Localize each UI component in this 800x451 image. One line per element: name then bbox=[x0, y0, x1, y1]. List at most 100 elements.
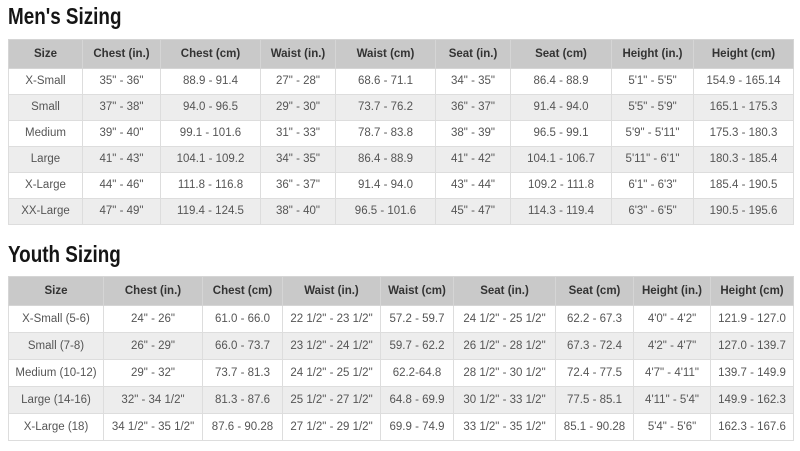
column-header: Seat (in.) bbox=[453, 276, 556, 307]
measurement-cell: 28 1/2" - 30 1/2" bbox=[453, 359, 556, 388]
measurement-cell: 47" - 49" bbox=[82, 197, 161, 225]
column-header: Height (in.) bbox=[611, 38, 694, 69]
column-header: Height (in.) bbox=[633, 276, 711, 307]
table-row: Large 41" - 43" 104.1 - 109.2 34" - 35" 86.4… bbox=[8, 145, 794, 173]
table-row: Small (7-8) 26" - 29" 66.0 - 73.7 23 1/2" -… bbox=[8, 332, 794, 361]
measurement-cell: 26 1/2" - 28 1/2" bbox=[453, 332, 556, 361]
measurement-cell: 91.4 - 94.0 bbox=[335, 171, 436, 199]
column-header: Height (cm) bbox=[693, 38, 794, 69]
measurement-cell: 64.8 - 69.9 bbox=[380, 386, 454, 415]
table-row: Medium 39" - 40" 99.1 - 101.6 31" - 33" 78.7… bbox=[8, 119, 794, 147]
measurement-cell: 109.2 - 111.8 bbox=[510, 171, 612, 199]
measurement-cell: 139.7 - 149.9 bbox=[710, 359, 794, 388]
column-header: Waist (cm) bbox=[335, 38, 436, 69]
measurement-cell: 68.6 - 71.1 bbox=[335, 67, 436, 95]
measurement-cell: 38" - 40" bbox=[260, 197, 336, 225]
measurement-cell: 111.8 - 116.8 bbox=[160, 171, 261, 199]
column-header: Chest (cm) bbox=[160, 38, 261, 69]
column-header: Chest (cm) bbox=[202, 276, 283, 307]
column-header: Height (cm) bbox=[710, 276, 794, 307]
youth-sizing-table: Size Chest (in.) Chest (cm) Waist (in.) Wais… bbox=[8, 276, 794, 442]
column-header: Seat (cm) bbox=[555, 276, 634, 307]
column-header: Seat (in.) bbox=[435, 38, 511, 69]
mens-sizing-title: Men's Sizing bbox=[8, 3, 122, 29]
measurement-cell: 36" - 37" bbox=[435, 93, 511, 121]
measurement-cell: 77.5 - 85.1 bbox=[555, 386, 634, 415]
measurement-cell: 5'5" - 5'9" bbox=[611, 93, 694, 121]
measurement-cell: 41" - 42" bbox=[435, 145, 511, 173]
size-label-cell: Large (14-16) bbox=[8, 386, 104, 415]
measurement-cell: 62.2 - 67.3 bbox=[555, 305, 634, 334]
measurement-cell: 45" - 47" bbox=[435, 197, 511, 225]
measurement-cell: 88.9 - 91.4 bbox=[160, 67, 261, 95]
measurement-cell: 24 1/2" - 25 1/2" bbox=[282, 359, 381, 388]
measurement-cell: 149.9 - 162.3 bbox=[710, 386, 794, 415]
size-label-cell: XX-Large bbox=[8, 197, 83, 225]
size-label-cell: Small (7-8) bbox=[8, 332, 104, 361]
measurement-cell: 43" - 44" bbox=[435, 171, 511, 199]
measurement-cell: 190.5 - 195.6 bbox=[693, 197, 794, 225]
measurement-cell: 78.7 - 83.8 bbox=[335, 119, 436, 147]
measurement-cell: 32" - 34 1/2" bbox=[103, 386, 203, 415]
measurement-cell: 24 1/2" - 25 1/2" bbox=[453, 305, 556, 334]
measurement-cell: 81.3 - 87.6 bbox=[202, 386, 283, 415]
measurement-cell: 121.9 - 127.0 bbox=[710, 305, 794, 334]
size-label-cell: Medium bbox=[8, 119, 83, 147]
measurement-cell: 66.0 - 73.7 bbox=[202, 332, 283, 361]
measurement-cell: 162.3 - 167.6 bbox=[710, 413, 794, 442]
column-header: Waist (in.) bbox=[282, 276, 381, 307]
measurement-cell: 34" - 35" bbox=[435, 67, 511, 95]
measurement-cell: 180.3 - 185.4 bbox=[693, 145, 794, 173]
measurement-cell: 31" - 33" bbox=[260, 119, 336, 147]
table-row: Small 37" - 38" 94.0 - 96.5 29" - 30" 73.7 -… bbox=[8, 93, 794, 121]
measurement-cell: 114.3 - 119.4 bbox=[510, 197, 612, 225]
measurement-cell: 25 1/2" - 27 1/2" bbox=[282, 386, 381, 415]
measurement-cell: 6'1" - 6'3" bbox=[611, 171, 694, 199]
measurement-cell: 30 1/2" - 33 1/2" bbox=[453, 386, 556, 415]
column-header: Chest (in.) bbox=[103, 276, 203, 307]
measurement-cell: 104.1 - 106.7 bbox=[510, 145, 612, 173]
size-label-cell: X-Small (5-6) bbox=[8, 305, 104, 334]
measurement-cell: 35" - 36" bbox=[82, 67, 161, 95]
measurement-cell: 91.4 - 94.0 bbox=[510, 93, 612, 121]
table-row: XX-Large 47" - 49" 119.4 - 124.5 38" - 40" 9… bbox=[8, 197, 794, 225]
size-label-cell: Small bbox=[8, 93, 83, 121]
measurement-cell: 61.0 - 66.0 bbox=[202, 305, 283, 334]
column-header: Chest (in.) bbox=[82, 38, 161, 69]
measurement-cell: 86.4 - 88.9 bbox=[335, 145, 436, 173]
measurement-cell: 67.3 - 72.4 bbox=[555, 332, 634, 361]
measurement-cell: 44" - 46" bbox=[82, 171, 161, 199]
table-row: X-Small 35" - 36" 88.9 - 91.4 27" - 28" 68.6… bbox=[8, 67, 794, 95]
mens-sizing-table: Size Chest (in.) Chest (cm) Waist (in.) Wais… bbox=[8, 38, 794, 225]
size-label-cell: X-Small bbox=[8, 67, 83, 95]
size-label-cell: X-Large bbox=[8, 171, 83, 199]
measurement-cell: 73.7 - 76.2 bbox=[335, 93, 436, 121]
measurement-cell: 175.3 - 180.3 bbox=[693, 119, 794, 147]
measurement-cell: 29" - 30" bbox=[260, 93, 336, 121]
measurement-cell: 27 1/2" - 29 1/2" bbox=[282, 413, 381, 442]
column-header: Seat (cm) bbox=[510, 38, 612, 69]
table-row: X-Small (5-6) 24" - 26" 61.0 - 66.0 22 1/2"… bbox=[8, 305, 794, 334]
measurement-cell: 22 1/2" - 23 1/2" bbox=[282, 305, 381, 334]
measurement-cell: 127.0 - 139.7 bbox=[710, 332, 794, 361]
measurement-cell: 119.4 - 124.5 bbox=[160, 197, 261, 225]
size-label-cell: Large bbox=[8, 145, 83, 173]
measurement-cell: 104.1 - 109.2 bbox=[160, 145, 261, 173]
measurement-cell: 4'11" - 5'4" bbox=[633, 386, 711, 415]
table-row: Large (14-16) 32" - 34 1/2" 81.3 - 87.6 25 … bbox=[8, 386, 794, 415]
measurement-cell: 4'2" - 4'7" bbox=[633, 332, 711, 361]
measurement-cell: 5'9" - 5'11" bbox=[611, 119, 694, 147]
table-row: X-Large 44" - 46" 111.8 - 116.8 36" - 37" 91… bbox=[8, 171, 794, 199]
measurement-cell: 5'4" - 5'6" bbox=[633, 413, 711, 442]
table-row: Medium (10-12) 29" - 32" 73.7 - 81.3 24 1/2… bbox=[8, 359, 794, 388]
measurement-cell: 99.1 - 101.6 bbox=[160, 119, 261, 147]
measurement-cell: 96.5 - 101.6 bbox=[335, 197, 436, 225]
column-header: Waist (cm) bbox=[380, 276, 454, 307]
measurement-cell: 29" - 32" bbox=[103, 359, 203, 388]
measurement-cell: 62.2-64.8 bbox=[380, 359, 454, 388]
column-header: Waist (in.) bbox=[260, 38, 336, 69]
measurement-cell: 59.7 - 62.2 bbox=[380, 332, 454, 361]
column-header: Size bbox=[8, 38, 83, 69]
measurement-cell: 96.5 - 99.1 bbox=[510, 119, 612, 147]
measurement-cell: 165.1 - 175.3 bbox=[693, 93, 794, 121]
